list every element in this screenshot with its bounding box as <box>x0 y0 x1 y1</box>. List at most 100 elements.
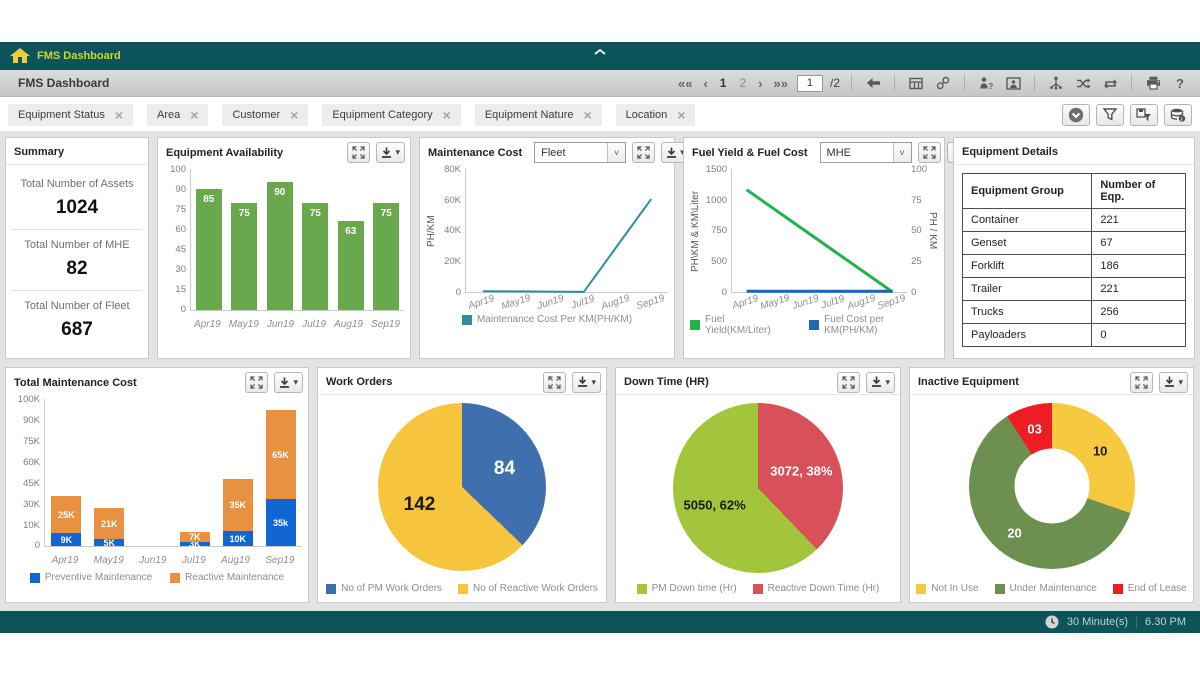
download-button[interactable]: ▾ <box>572 371 601 393</box>
circle-chevron-down-icon <box>1068 107 1084 122</box>
pie-slice-label: 10 <box>1092 443 1108 459</box>
page-2-link[interactable]: 2 <box>739 76 747 90</box>
bar-value-label: 85 <box>203 194 215 205</box>
download-button[interactable]: ▾ <box>866 371 895 393</box>
y-tick-label: 45 <box>175 244 186 256</box>
caret-down-icon: ▾ <box>591 376 596 387</box>
shuffle-icon <box>1076 77 1090 89</box>
column-header: Number of Eqp. <box>1091 173 1186 209</box>
expand-button[interactable] <box>837 371 861 393</box>
expand-button[interactable] <box>917 142 941 163</box>
legend-label: Preventive Maintenance <box>44 572 153 583</box>
back-button[interactable] <box>863 74 883 92</box>
download-button[interactable]: ▾ <box>661 142 690 163</box>
legend-swatch <box>690 320 700 330</box>
bar-segment: 9K <box>51 533 82 546</box>
summary-value: 82 <box>66 258 88 279</box>
collapse-header-chevron[interactable] <box>593 43 607 61</box>
bar-value-label: 10K <box>229 533 246 544</box>
legend-item: Under Maintenance <box>994 583 1097 594</box>
maintenance-cost-chart: PH/KM 80K 60K 40K 20K 0 Apr19 May19 Jun19 Jul19 Au… <box>420 165 674 358</box>
chevron-up-icon <box>594 48 606 55</box>
report-view-button[interactable] <box>906 74 926 92</box>
y-axis-ticks: 1500 1000 750 500 0 <box>701 165 731 297</box>
filter-chip[interactable]: Equipment Category × <box>322 103 461 126</box>
maintenance-cost-group-select[interactable]: Fleet ˅ <box>534 142 627 163</box>
preview-button[interactable] <box>1003 74 1023 92</box>
data-info-button[interactable]: i <box>1164 103 1192 126</box>
y-tick-label: 0 <box>34 540 40 552</box>
fuel-yield-cost-chart: PH\KM & KM\Liter 1500 1000 750 500 0 Apr19 May1… <box>684 165 944 358</box>
fuel-group-select[interactable]: MHE ˅ <box>819 142 912 163</box>
download-button[interactable]: ▾ <box>1159 371 1188 393</box>
remove-filter-icon[interactable]: × <box>677 106 686 123</box>
approve-button[interactable]: ? <box>976 74 996 92</box>
x-tick-label: Jun19 <box>790 293 821 312</box>
plot-area <box>465 169 668 293</box>
dashboard-tab[interactable]: FMS Dashboard <box>0 42 135 70</box>
filter-chip[interactable]: Customer × <box>222 103 309 126</box>
expand-button[interactable] <box>245 372 269 393</box>
help-button[interactable]: ? <box>1170 74 1190 92</box>
filter-chip[interactable]: Equipment Status × <box>8 103 134 126</box>
summary-label: Total Number of Assets <box>20 178 134 190</box>
svg-text:i: i <box>1181 117 1183 123</box>
expand-icon <box>842 375 856 389</box>
save-filter-button[interactable] <box>1130 103 1158 126</box>
prev-page-button[interactable]: ‹ <box>703 75 708 91</box>
filter-chip[interactable]: Location × <box>615 103 696 126</box>
pie-chart <box>378 403 546 571</box>
legend-label: Reactive Maintenance <box>185 572 285 583</box>
x-tick-label: Aug19 <box>221 555 250 566</box>
y-axis-title: PH\KM & KM\Liter <box>690 190 701 272</box>
page-total-label: /2 <box>829 76 840 90</box>
download-icon <box>667 147 677 158</box>
plot-column: Apr19 May19 Jun19 Jul19 Aug19 Sep19 <box>465 169 668 312</box>
bar-segment: 10K <box>222 531 253 546</box>
expand-button[interactable] <box>1130 371 1154 393</box>
database-info-icon: i <box>1170 108 1186 123</box>
table-cell: Trucks <box>961 300 1093 324</box>
remove-filter-icon[interactable]: × <box>114 106 124 123</box>
page-number-input[interactable] <box>796 74 823 92</box>
print-button[interactable] <box>1143 74 1163 92</box>
y2-tick-label: 0 <box>911 286 917 298</box>
bar-segment: 75 <box>302 203 329 310</box>
remove-filter-icon[interactable]: × <box>290 106 299 123</box>
shuffle-button[interactable] <box>1073 74 1093 92</box>
y-tick-label: 20K <box>444 255 461 267</box>
download-button[interactable]: ▾ <box>376 142 405 163</box>
expand-button[interactable] <box>543 371 567 393</box>
expand-icon <box>922 146 936 159</box>
bar-segment: 3K <box>179 539 210 549</box>
filter-chip[interactable]: Area × <box>147 103 209 126</box>
legend-label: Reactive Down Time (Hr) <box>767 583 880 594</box>
x-tick-label: Apr19 <box>51 555 79 566</box>
next-page-button[interactable]: › <box>758 75 763 91</box>
filter-chip-label: Customer <box>232 108 281 121</box>
bar-segment: 35K <box>222 479 253 531</box>
link-button[interactable] <box>933 74 953 92</box>
first-page-button[interactable]: «« <box>677 75 693 91</box>
remove-filter-icon[interactable]: × <box>442 106 451 123</box>
collapse-filters-button[interactable] <box>1062 103 1090 126</box>
page-1-link[interactable]: 1 <box>719 76 727 90</box>
filter-chip[interactable]: Equipment Nature × <box>474 103 602 126</box>
x-tick-label: May19 <box>93 555 124 566</box>
remove-filter-icon[interactable]: × <box>190 106 199 123</box>
expand-button[interactable] <box>347 142 371 163</box>
filter-button[interactable] <box>1096 103 1124 126</box>
hierarchy-button[interactable] <box>1046 74 1066 92</box>
refresh-loop-button[interactable] <box>1100 74 1120 92</box>
y-tick-label: 60K <box>444 194 461 206</box>
expand-button[interactable] <box>632 142 656 163</box>
last-page-button[interactable]: »» <box>773 75 788 91</box>
y-tick-label: 75 <box>175 204 186 216</box>
download-button[interactable]: ▾ <box>274 372 303 393</box>
summary-label: Total Number of Fleet <box>24 300 130 312</box>
report-toolbar: «« ‹ 1 2 › »» /2 ? <box>676 74 1190 92</box>
legend-swatch <box>170 572 181 583</box>
svg-text:?: ? <box>1176 76 1184 91</box>
remove-filter-icon[interactable]: × <box>583 106 592 123</box>
column-header: Equipment Group <box>961 173 1093 209</box>
